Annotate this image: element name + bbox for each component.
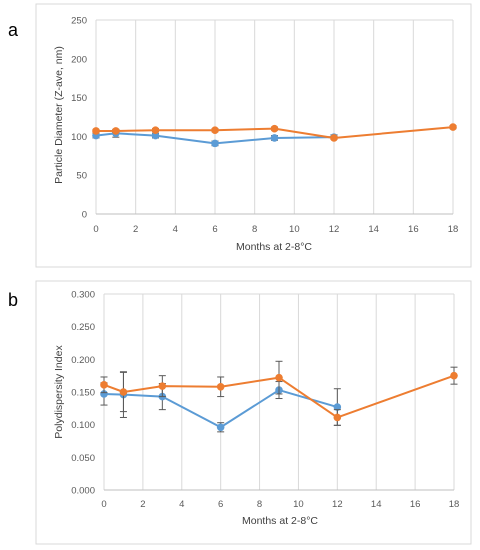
panel-a-y-tick-label: 150 [71, 93, 87, 104]
panel-a-x-tick-label: 2 [133, 224, 138, 235]
panel-a-series-2-point [112, 127, 120, 135]
panel-a-y-tick-label: 0 [82, 210, 87, 221]
panel-b: b 0 2 4 6 8 10 12 14 16 18 0.000 0.050 0.100 0.150 0.2… [8, 280, 472, 545]
panel-a: a 0 2 4 6 8 10 12 14 16 18 0 50 100 150 200 250 Months … [8, 3, 472, 268]
panel-a-x-tick-label: 14 [368, 224, 379, 235]
panel-b-frame [35, 280, 472, 545]
panel-b-x-tick-label: 8 [257, 499, 262, 510]
panel-b-y-tick-label: 0.300 [71, 290, 95, 301]
panel-b-plot: 0 2 4 6 8 10 12 14 16 18 0.000 0.050 0.100 0.150 0.200… [71, 290, 459, 511]
panel-b-series-2-point [333, 413, 342, 422]
panel-b-x-tick-label: 16 [410, 499, 421, 510]
panel-b-y-tick-label: 0.200 [71, 355, 95, 366]
panel-b-x-tick-label: 18 [449, 499, 460, 510]
panel-a-series-2-point [330, 134, 338, 142]
panel-b-series-1-point [333, 403, 342, 411]
panel-a-x-tick-label: 6 [212, 224, 217, 235]
panel-a-series-2-point [92, 127, 100, 135]
panel-a-x-tick-label: 8 [252, 224, 257, 235]
panel-a-y-tick-label: 200 [71, 54, 87, 65]
panel-a-x-tick-label: 4 [173, 224, 178, 235]
panel-b-series-2-point [100, 381, 108, 389]
panel-a-series-1-point [151, 131, 160, 140]
panel-a-y-tick-label: 100 [71, 132, 87, 143]
panel-a-y-tick-label: 50 [76, 171, 87, 182]
panel-a-x-tick-label: 10 [289, 224, 300, 235]
panel-a-x-tick-label: 12 [329, 224, 340, 235]
panel-a-label: a [8, 20, 19, 40]
panel-a-y-tick-label: 250 [71, 16, 87, 27]
panel-b-x-tick-label: 14 [371, 499, 382, 510]
panel-b-y-tick-label: 0.000 [71, 486, 95, 497]
panel-b-series-2-point [216, 382, 225, 391]
panel-a-series-2-point [449, 123, 457, 131]
panel-b-label: b [8, 290, 18, 310]
panel-a-series-2-point [151, 126, 160, 134]
panel-a-x-tick-label: 16 [408, 224, 419, 235]
panel-b-series-1-point [216, 423, 225, 432]
panel-a-x-tick-label: 0 [93, 224, 98, 235]
panel-b-x-tick-label: 10 [293, 499, 304, 510]
panel-b-x-axis-title: Months at 2-8°C [242, 515, 318, 527]
panel-b-x-tick-label: 2 [140, 499, 145, 510]
panel-b-x-tick-label: 12 [332, 499, 343, 510]
panel-b-y-tick-label: 0.050 [71, 453, 95, 464]
panel-a-series-2-point [270, 124, 279, 133]
panel-b-x-tick-label: 4 [179, 499, 184, 510]
panel-b-y-tick-label: 0.150 [71, 388, 95, 399]
panel-a-plot: 0 2 4 6 8 10 12 14 16 18 0 50 100 150 200 250 [71, 16, 458, 236]
panel-a-series-1-point [211, 139, 219, 148]
panel-b-series-2-point [158, 382, 167, 390]
panel-a-series-1-point [270, 134, 279, 142]
panel-b-series-2-point [450, 371, 458, 380]
panel-a-y-axis-title: Particle Diameter (Z-ave, nm) [53, 46, 65, 184]
panel-a-series-2-point [211, 126, 219, 134]
panel-b-series-2-point [119, 388, 128, 396]
panel-b-x-tick-label: 6 [218, 499, 223, 510]
panel-b-x-tick-label: 0 [101, 499, 106, 510]
panel-a-frame [35, 3, 472, 268]
panel-b-series-1-point [100, 390, 108, 398]
panel-b-y-tick-label: 0.100 [71, 420, 95, 431]
panel-b-y-axis-title: Polydispersity Index [53, 345, 65, 439]
panel-a-x-tick-label: 18 [448, 224, 459, 235]
panel-b-y-tick-label: 0.250 [71, 322, 95, 333]
panel-a-x-axis-title: Months at 2-8°C [236, 241, 312, 253]
panel-b-series-2-point [275, 373, 283, 382]
